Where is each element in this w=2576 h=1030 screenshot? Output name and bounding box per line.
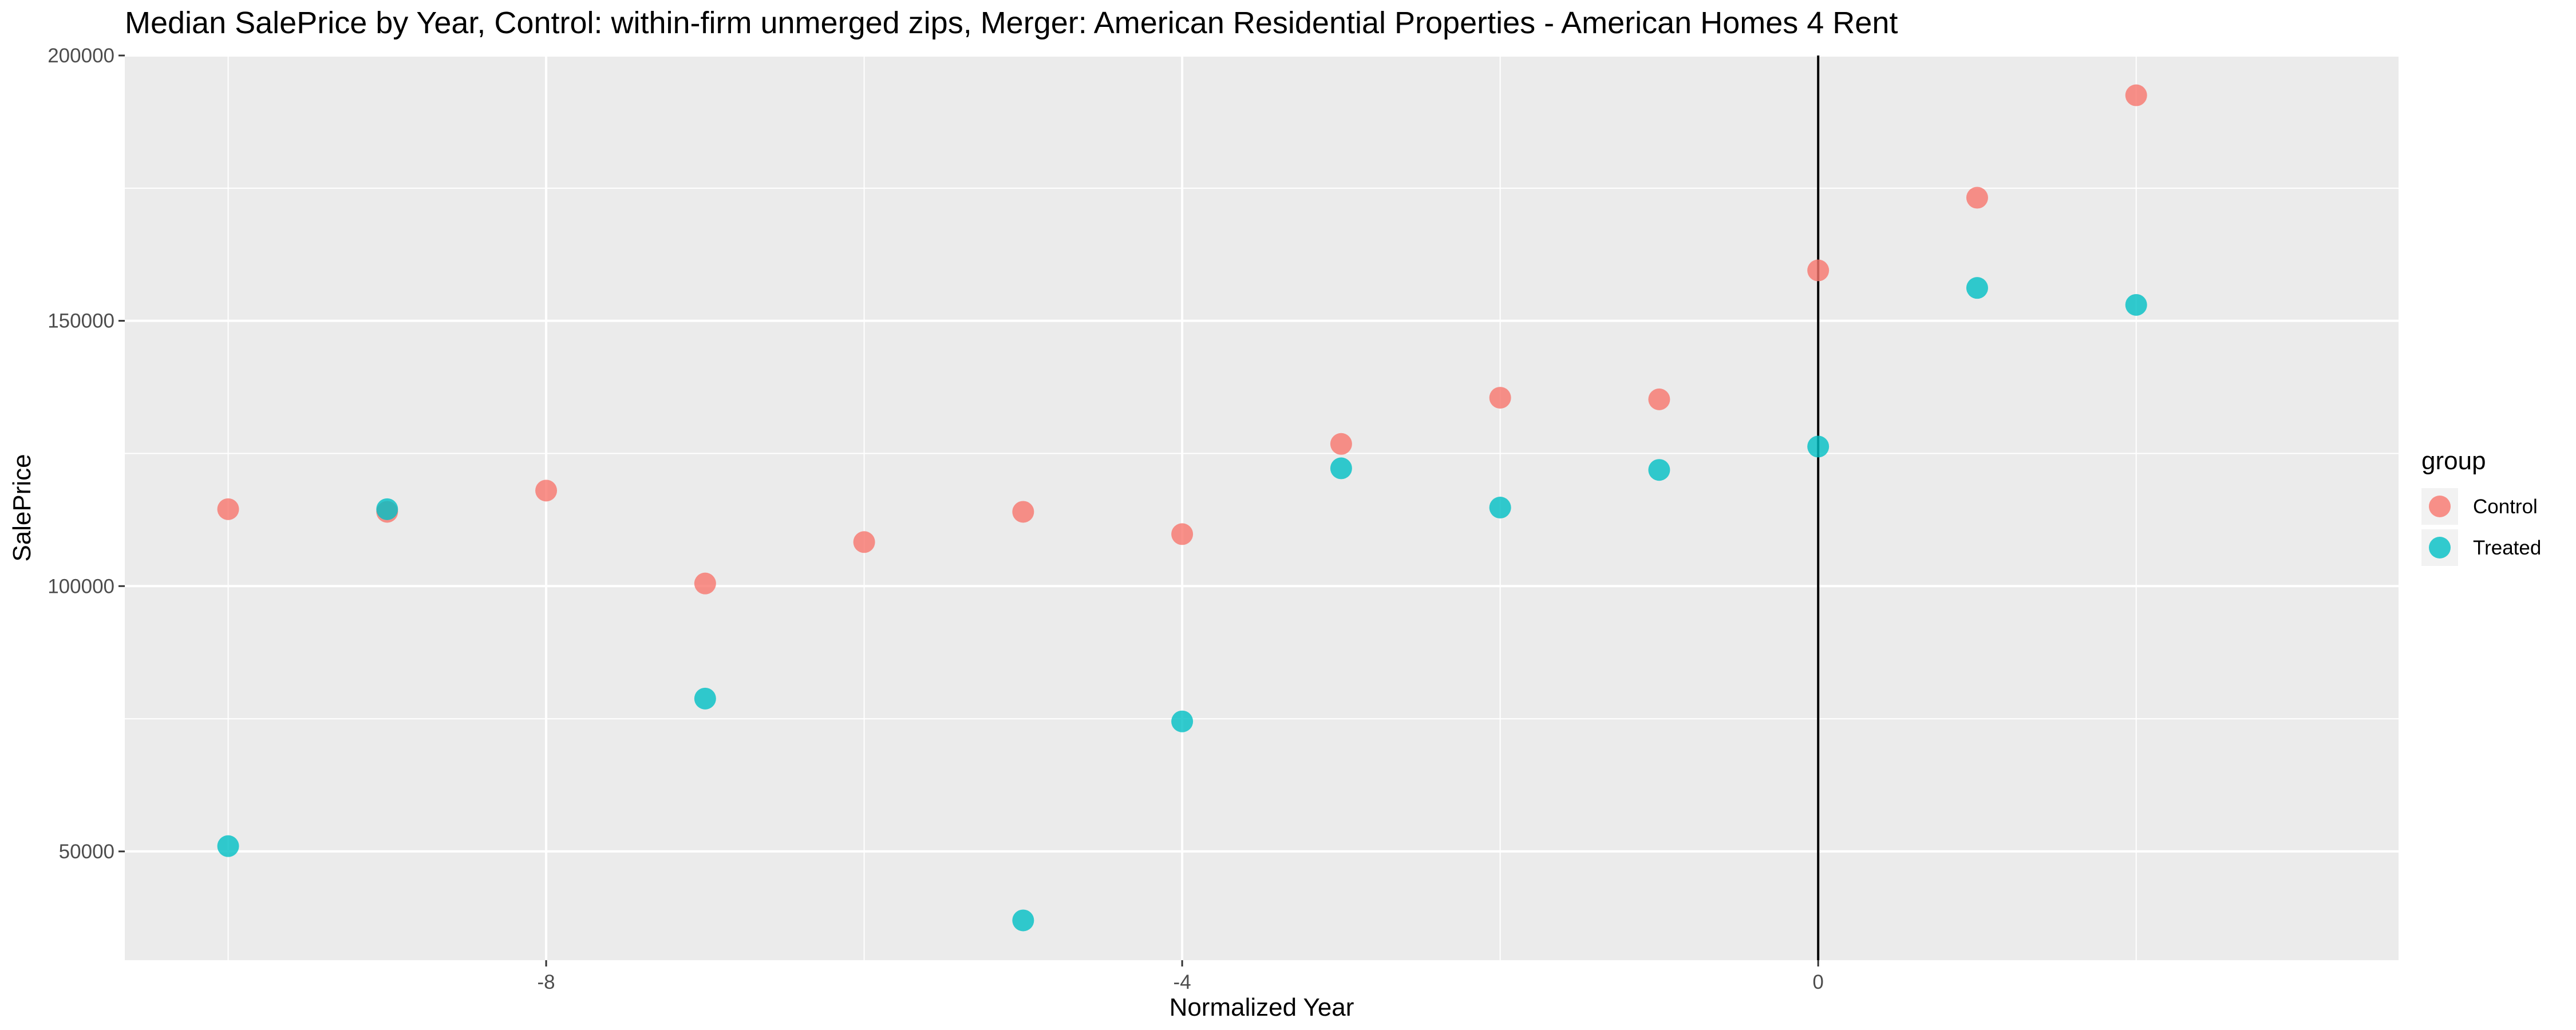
legend: group Control Treated <box>2421 447 2541 566</box>
data-point-control <box>694 572 716 595</box>
data-point-control <box>1966 187 1988 209</box>
data-point-treated <box>1330 457 1352 480</box>
data-point-treated <box>1489 497 1511 519</box>
data-point-control <box>1171 523 1194 545</box>
data-point-treated <box>1807 435 1830 458</box>
data-point-treated <box>1966 277 1988 299</box>
chart-title: Median SalePrice by Year, Control: withi… <box>125 6 1898 40</box>
data-point-control <box>853 531 875 553</box>
legend-items: Control Treated <box>2421 488 2541 566</box>
y-axis: 50000 100000 150000 200000 <box>48 45 125 863</box>
data-point-treated <box>1012 909 1034 932</box>
minor-gridlines <box>125 56 2399 960</box>
legend-label-control: Control <box>2473 496 2538 518</box>
legend-marker-treated <box>2429 537 2451 558</box>
data-point-treated <box>694 687 716 710</box>
y-tick-label: 100000 <box>48 575 114 597</box>
legend-title: group <box>2421 447 2486 475</box>
y-tick-label: 150000 <box>48 310 114 332</box>
data-point-control <box>535 480 558 502</box>
data-point-treated <box>1171 710 1194 732</box>
data-point-control <box>217 498 239 520</box>
data-point-treated <box>1648 459 1670 481</box>
data-points <box>217 84 2147 932</box>
legend-marker-control <box>2429 496 2451 517</box>
data-point-treated <box>376 498 398 520</box>
data-point-control <box>1012 501 1034 523</box>
x-tick-label: -4 <box>1174 971 1191 993</box>
y-tick-label: 200000 <box>48 45 114 67</box>
y-tick-label: 50000 <box>59 841 114 863</box>
data-point-treated <box>2125 294 2147 316</box>
data-point-control <box>1648 388 1670 410</box>
plot-panel <box>125 56 2399 960</box>
x-axis: -8 -4 0 <box>538 960 1824 993</box>
data-point-control <box>2125 84 2147 106</box>
data-point-control <box>1330 433 1352 455</box>
x-tick-label: 0 <box>1812 971 1823 993</box>
data-point-treated <box>217 835 239 857</box>
data-point-control <box>1807 259 1830 282</box>
legend-label-treated: Treated <box>2473 537 2541 559</box>
data-point-control <box>1489 387 1511 409</box>
y-axis-title: SalePrice <box>8 454 36 561</box>
x-tick-label: -8 <box>538 971 555 993</box>
x-axis-title: Normalized Year <box>1170 993 1354 1021</box>
